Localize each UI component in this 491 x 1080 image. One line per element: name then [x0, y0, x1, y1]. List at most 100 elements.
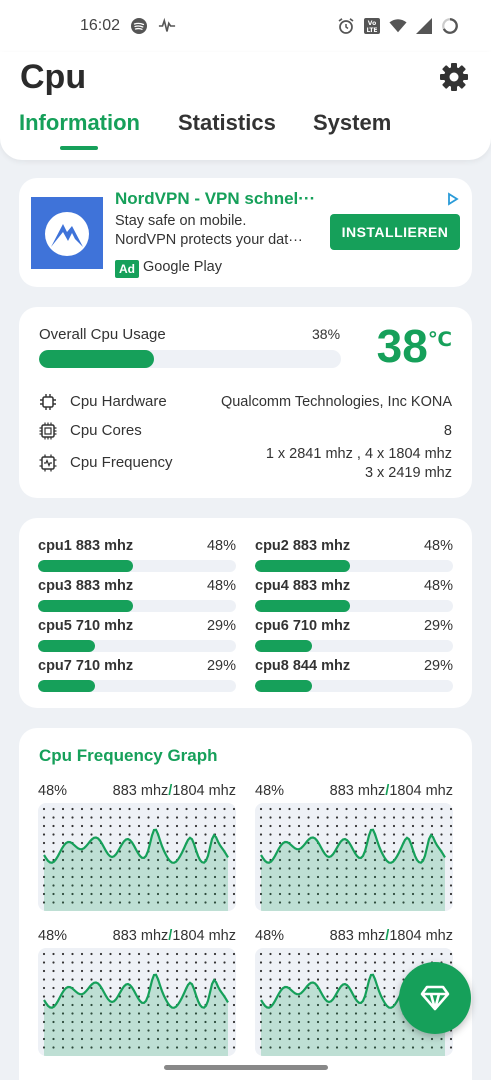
cpu-frequency-value: 1 x 2841 mhz , 4 x 1804 mhz 3 x 2419 mhz	[266, 445, 452, 483]
cpu-frequency-line-1: 1 x 2841 mhz , 4 x 1804 mhz	[265, 446, 452, 462]
graph-percent: 48%	[38, 783, 68, 799]
graph-frequency: 883 mhz/1804 mhz	[330, 783, 453, 799]
graph-max-frequency: 1804 mhz	[389, 783, 453, 799]
cpu-frequency-line-2: 3 x 2419 mhz	[364, 465, 452, 481]
ad-store-name: Google Play	[143, 259, 222, 275]
core-percent: 48%	[206, 538, 236, 554]
signal-icon	[415, 17, 433, 35]
wifi-icon	[389, 17, 407, 35]
cpu-cores-row: Cpu Cores 8	[39, 422, 452, 442]
graph-percent: 48%	[255, 783, 285, 799]
core-item: cpu1 883 mhz 48%	[38, 538, 236, 578]
core-name: cpu5 710 mhz	[38, 618, 134, 634]
cores-icon	[39, 422, 57, 440]
graph-max-frequency: 1804 mhz	[389, 928, 453, 944]
core-usage-fill	[255, 680, 313, 692]
core-usage-bar	[38, 680, 236, 692]
core-name: cpu6 710 mhz	[255, 618, 351, 634]
core-usage-fill	[38, 560, 134, 572]
tab-information[interactable]: Information	[19, 110, 140, 135]
graph-current-frequency: 883 mhz	[112, 783, 169, 799]
cpu-hardware-label: Cpu Hardware	[70, 393, 167, 410]
frequency-graph-plot	[38, 803, 236, 911]
core-item: cpu7 710 mhz 29%	[38, 658, 236, 698]
status-bar: 16:02 Vo LTE	[0, 0, 491, 52]
graph-frequency: 883 mhz/1804 mhz	[330, 928, 453, 944]
temperature-value: 38	[376, 320, 428, 372]
cpu-frequency-graph-card: Cpu Frequency Graph 48% 883 mhz/1804 mhz…	[19, 728, 472, 1080]
core-percent: 29%	[206, 618, 236, 634]
core-name: cpu2 883 mhz	[255, 538, 351, 554]
core-usage-bar	[255, 640, 453, 652]
spotify-icon	[130, 17, 148, 35]
activity-icon	[158, 17, 176, 35]
graph-separator: /	[168, 783, 173, 799]
premium-fab-button[interactable]	[399, 962, 471, 1034]
core-name: cpu1 883 mhz	[38, 538, 134, 554]
home-indicator	[164, 1065, 328, 1070]
ad-title[interactable]: NordVPN - VPN schnel···	[115, 189, 316, 208]
graph-current-frequency: 883 mhz	[329, 928, 386, 944]
core-usage-fill	[255, 640, 313, 652]
overall-usage-fill	[39, 350, 154, 368]
core-percent: 48%	[423, 538, 453, 554]
cpu-overview-card: Overall Cpu Usage 38% 38℃ Cpu Hardware Q…	[19, 307, 472, 498]
ad-choices-icon[interactable]	[446, 192, 460, 206]
core-usage-bar	[38, 600, 236, 612]
core-name: cpu4 883 mhz	[255, 578, 351, 594]
frequency-graph-plot	[255, 803, 453, 911]
core-item: cpu2 883 mhz 48%	[255, 538, 453, 578]
cpu-temperature: 38℃	[377, 319, 452, 373]
battery-icon	[441, 17, 459, 35]
core-item: cpu4 883 mhz 48%	[255, 578, 453, 618]
core-usage-bar	[255, 680, 453, 692]
core-usage-bar	[38, 640, 236, 652]
core-percent: 29%	[206, 658, 236, 674]
graph-separator: /	[385, 928, 390, 944]
core-name: cpu3 883 mhz	[38, 578, 134, 594]
core-usage-fill	[38, 600, 134, 612]
cpu-frequency-row: Cpu Frequency 1 x 2841 mhz , 4 x 1804 mh…	[39, 445, 452, 485]
tab-indicator	[60, 146, 98, 150]
graph-percent: 48%	[38, 928, 68, 944]
core-name: cpu7 710 mhz	[38, 658, 134, 674]
ad-banner[interactable]: NordVPN - VPN schnel··· Stay safe on mob…	[19, 178, 472, 287]
overall-usage-label: Overall Cpu Usage	[39, 326, 166, 343]
cpu-cores-card: cpu1 883 mhz 48% cpu2 883 mhz 48% cpu3 8…	[19, 518, 472, 708]
core-item: cpu8 844 mhz 29%	[255, 658, 453, 698]
status-time: 16:02	[80, 17, 121, 34]
tab-system[interactable]: System	[313, 110, 392, 135]
core-usage-fill	[38, 680, 96, 692]
core-usage-fill	[255, 600, 351, 612]
core-usage-bar	[255, 600, 453, 612]
core-percent: 29%	[423, 658, 453, 674]
graph-current-frequency: 883 mhz	[112, 928, 169, 944]
diamond-icon	[420, 985, 450, 1011]
gear-icon	[440, 63, 468, 91]
cpu-frequency-label: Cpu Frequency	[70, 454, 173, 471]
frequency-icon	[39, 454, 57, 472]
core-percent: 48%	[206, 578, 236, 594]
graph-max-frequency: 1804 mhz	[172, 783, 236, 799]
graph-separator: /	[168, 928, 173, 944]
nordvpn-logo	[31, 197, 103, 269]
graph-separator: /	[385, 783, 390, 799]
tab-statistics[interactable]: Statistics	[178, 110, 276, 135]
alarm-icon	[337, 17, 355, 35]
core-usage-fill	[38, 640, 96, 652]
graph-current-frequency: 883 mhz	[329, 783, 386, 799]
frequency-graph-cell: 48% 883 mhz/1804 mhz	[38, 928, 236, 1058]
core-item: cpu5 710 mhz 29%	[38, 618, 236, 658]
app-header: Cpu Information Statistics System	[0, 52, 491, 160]
frequency-graph-cell: 48% 883 mhz/1804 mhz	[38, 783, 236, 913]
graph-title: Cpu Frequency Graph	[39, 746, 218, 765]
volte-icon: Vo LTE	[363, 17, 381, 35]
page-title: Cpu	[20, 58, 87, 96]
overall-usage-percent: 38%	[312, 326, 341, 342]
frequency-graph-plot	[38, 948, 236, 1056]
core-percent: 48%	[423, 578, 453, 594]
settings-button[interactable]	[439, 62, 469, 92]
install-button[interactable]: INSTALLIEREN	[330, 214, 460, 250]
core-usage-bar	[38, 560, 236, 572]
chip-icon	[39, 393, 57, 411]
